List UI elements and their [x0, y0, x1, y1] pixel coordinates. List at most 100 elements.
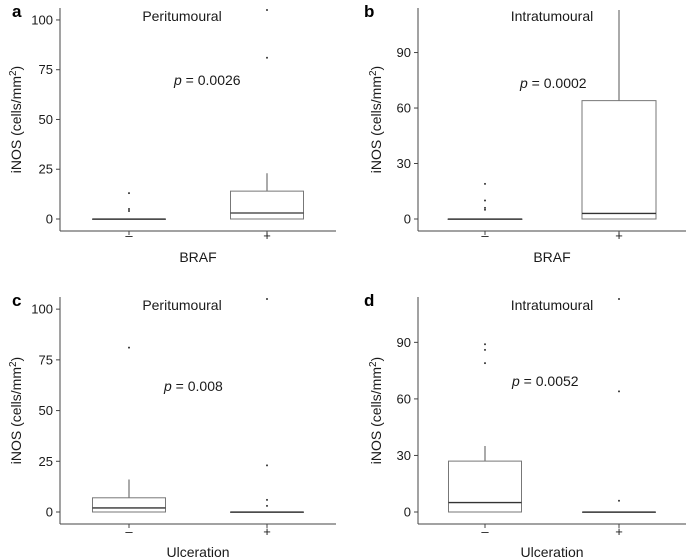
box-minus: [92, 192, 166, 220]
x-axis-label: Ulceration: [520, 544, 583, 559]
box-plus: [230, 298, 304, 513]
y-tick-label: 25: [39, 162, 53, 177]
outlier-point: [128, 208, 130, 211]
panel-b: b Intratumoural 0 30 60 90 iNOS (cells/mm2) – + B…: [364, 2, 686, 265]
outlier-point: [484, 208, 486, 211]
p-value-number: = 0.0026: [182, 72, 241, 88]
outlier-point: [484, 182, 486, 185]
outlier-point: [266, 504, 268, 507]
box-plus: [581, 10, 657, 220]
box-minus: [447, 182, 523, 220]
y-axis-label-close: ): [8, 66, 24, 71]
y-axis-label: iNOS (cells/mm2): [368, 66, 384, 173]
outlier-point: [128, 346, 130, 349]
p-value-number: = 0.008: [172, 378, 223, 394]
x-axis-label: BRAF: [533, 249, 570, 265]
y-tick-label: 75: [39, 352, 53, 367]
outlier-point: [266, 498, 268, 501]
y-tick-label: 30: [397, 448, 411, 463]
box-minus: [92, 346, 166, 513]
y-axis-label-superscript: 2: [8, 70, 19, 76]
outlier-point: [484, 343, 486, 346]
y-axis-label-superscript: 2: [368, 361, 379, 367]
outlier-point: [618, 298, 620, 300]
x-tick-label: +: [615, 228, 623, 243]
panel-title: Peritumoural: [142, 297, 221, 313]
outlier-point: [618, 499, 620, 502]
panel-letter: b: [364, 2, 374, 21]
y-tick-label: 75: [39, 62, 53, 77]
x-tick-label: –: [481, 228, 489, 243]
y-axis-label: iNOS (cells/mm2): [368, 357, 384, 464]
box-body: [230, 190, 304, 220]
p-value-annotation: p = 0.0052: [511, 373, 579, 389]
box-body: [92, 497, 166, 513]
p-value-annotation: p = 0.0002: [519, 75, 587, 91]
outlier-point: [618, 390, 620, 393]
outlier-point: [266, 464, 268, 467]
y-axis-label-close: ): [368, 66, 384, 71]
box-plus: [230, 9, 304, 220]
outlier-point: [484, 199, 486, 202]
outlier-point: [266, 9, 268, 11]
x-tick-label: –: [481, 524, 489, 539]
outlier-point: [128, 210, 130, 213]
y-axis-label-close: ): [368, 357, 384, 362]
p-value-number: = 0.0002: [528, 75, 587, 91]
y-tick-label: 30: [397, 156, 411, 171]
x-tick-label: –: [125, 524, 133, 539]
y-tick-label: 50: [39, 403, 53, 418]
y-tick-label: 0: [404, 212, 411, 227]
y-axis-label: iNOS (cells/mm2): [8, 66, 24, 173]
p-value-symbol: p: [511, 373, 520, 389]
box-minus: [448, 343, 522, 513]
y-tick-label: 60: [397, 391, 411, 406]
y-tick-label: 100: [31, 302, 53, 317]
p-value-symbol: p: [163, 378, 172, 394]
y-tick-label: 100: [31, 12, 53, 27]
panel-letter: a: [12, 2, 22, 21]
outlier-point: [484, 362, 486, 365]
panel-d: d Intratumoural 0 30 60 90 iNOS (cells/mm2) – + U…: [364, 291, 686, 559]
panel-title: Intratumoural: [511, 8, 593, 24]
y-tick-label: 90: [397, 45, 411, 60]
p-value-symbol: p: [519, 75, 528, 91]
p-value-annotation: p = 0.0026: [173, 72, 241, 88]
panel-letter: d: [364, 291, 374, 310]
box-body: [448, 460, 522, 513]
y-axis-label-superscript: 2: [368, 70, 379, 76]
outlier-point: [484, 206, 486, 209]
y-axis-label: iNOS (cells/mm2): [8, 357, 24, 464]
y-tick-label: 25: [39, 454, 53, 469]
y-tick-label: 60: [397, 101, 411, 116]
y-axis-label-main: iNOS (cells/mm: [368, 76, 384, 173]
x-tick-label: +: [263, 524, 271, 539]
panel-a: a Peritumoural 0 25 50 75 100 iNOS (cells/mm2) –…: [8, 2, 336, 265]
panel-c: c Peritumoural 0 25 50 75 100 iNOS (cells/mm2) –…: [8, 291, 336, 559]
p-value-number: = 0.0052: [520, 373, 579, 389]
panel-title: Intratumoural: [511, 297, 593, 313]
y-tick-label: 90: [397, 335, 411, 350]
p-value-symbol: p: [173, 72, 182, 88]
y-axis-label-main: iNOS (cells/mm: [368, 367, 384, 464]
box-plus: [582, 298, 656, 513]
x-tick-label: –: [125, 228, 133, 243]
outlier-point: [266, 298, 268, 300]
y-tick-label: 50: [39, 112, 53, 127]
box-body: [581, 100, 657, 220]
panel-letter: c: [12, 291, 21, 310]
y-axis-label-main: iNOS (cells/mm: [8, 76, 24, 173]
y-tick-label: 0: [46, 212, 53, 227]
panel-title: Peritumoural: [142, 8, 221, 24]
x-tick-label: +: [615, 524, 623, 539]
p-value-annotation: p = 0.008: [163, 378, 223, 394]
x-tick-label: +: [263, 228, 271, 243]
y-tick-label: 0: [46, 505, 53, 520]
outlier-point: [128, 192, 130, 195]
x-axis-label: Ulceration: [166, 544, 229, 559]
y-axis-label-close: ): [8, 357, 24, 362]
y-axis-label-main: iNOS (cells/mm: [8, 367, 24, 464]
y-axis-label-superscript: 2: [8, 361, 19, 367]
outlier-point: [266, 56, 268, 59]
